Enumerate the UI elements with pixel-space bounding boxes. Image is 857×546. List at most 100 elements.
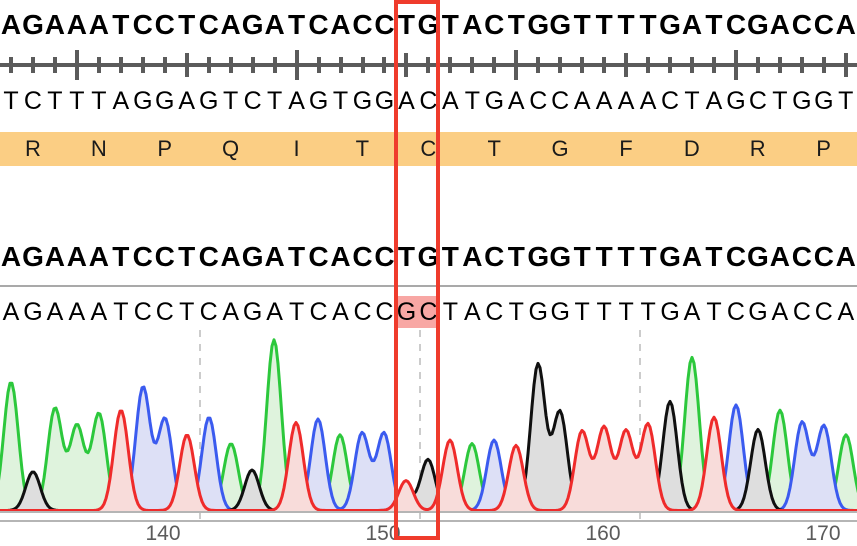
complement-base[interactable]: C [529, 87, 548, 115]
reference-base[interactable]: A [769, 9, 790, 40]
consensus-base[interactable]: A [66, 241, 87, 272]
complement-base[interactable]: T [332, 87, 349, 115]
basecall-base[interactable]: G [748, 298, 768, 326]
consensus-base[interactable]: G [241, 241, 264, 272]
basecall-base[interactable]: A [837, 298, 855, 326]
reference-base[interactable]: T [288, 9, 306, 40]
basecall-base[interactable]: T [618, 298, 634, 326]
consensus-base[interactable]: T [507, 241, 525, 272]
basecall-base[interactable]: T [442, 298, 458, 326]
basecall-base[interactable]: G [242, 298, 263, 326]
basecall-base[interactable]: A [683, 298, 701, 326]
consensus-base[interactable]: T [705, 241, 723, 272]
basecall-base[interactable]: A [332, 298, 349, 326]
consensus-base[interactable]: T [288, 241, 306, 272]
complement-base[interactable]: A [617, 87, 635, 115]
consensus-base[interactable]: C [308, 241, 329, 272]
complement-base[interactable]: T [684, 87, 700, 115]
reference-base[interactable]: C [352, 9, 373, 40]
basecall-base[interactable]: A [90, 298, 108, 326]
basecall-base[interactable]: A [222, 298, 240, 326]
reference-base[interactable]: A [220, 9, 241, 40]
basecall-base[interactable]: A [68, 298, 86, 326]
complement-base[interactable]: G [352, 87, 373, 115]
basecall-base[interactable]: C [792, 298, 811, 326]
complement-base[interactable]: G [484, 87, 505, 115]
consensus-base[interactable]: C [154, 241, 175, 272]
amino-acid-residue[interactable]: F [619, 136, 633, 161]
complement-base[interactable]: A [573, 87, 591, 115]
reference-base[interactable]: A [0, 9, 22, 40]
basecall-base[interactable]: A [46, 298, 64, 326]
consensus-base[interactable]: A [264, 241, 285, 272]
consensus-base[interactable]: C [198, 241, 219, 272]
reference-base[interactable]: A [88, 9, 109, 40]
complement-base[interactable]: G [155, 87, 175, 115]
complement-base[interactable]: G [792, 87, 812, 115]
consensus-base[interactable]: G [659, 241, 681, 272]
amino-acid-residue[interactable]: T [487, 136, 501, 161]
trace-plot[interactable] [0, 330, 857, 522]
basecall-base[interactable]: A [2, 298, 20, 326]
basecall-base[interactable]: T [706, 298, 722, 326]
reference-base[interactable]: C [813, 9, 834, 40]
consensus-base[interactable]: G [549, 241, 572, 272]
reference-base[interactable]: T [112, 9, 130, 40]
reference-base[interactable]: A [835, 9, 856, 40]
consensus-base[interactable]: G [22, 241, 44, 272]
consensus-base[interactable]: C [791, 241, 812, 272]
consensus-base[interactable]: T [397, 241, 415, 272]
basecall-base[interactable]: A [266, 298, 283, 326]
complement-base[interactable]: A [398, 87, 415, 115]
complement-base[interactable]: C [551, 87, 570, 115]
consensus-base[interactable]: T [617, 241, 635, 272]
amino-acid-residue[interactable]: P [157, 136, 173, 161]
reference-base[interactable]: A [330, 9, 351, 40]
complement-base[interactable]: T [464, 87, 480, 115]
reference-base[interactable]: A [462, 9, 483, 40]
consensus-base[interactable]: C [374, 241, 395, 272]
basecall-base[interactable]: C [375, 298, 394, 326]
basecall-base[interactable]: C [417, 296, 440, 328]
complement-base[interactable]: G [308, 87, 329, 115]
consensus-base[interactable]: A [330, 241, 351, 272]
consensus-base[interactable]: C [725, 241, 747, 272]
consensus-base[interactable]: C [132, 241, 153, 272]
complement-base[interactable]: A [178, 87, 196, 115]
complement-base[interactable]: G [726, 87, 746, 115]
basecall-base[interactable]: C [726, 298, 745, 326]
complement-base[interactable]: T [266, 87, 283, 115]
consensus-base[interactable]: C [813, 241, 834, 272]
reference-base[interactable]: G [527, 9, 550, 40]
reference-base[interactable]: T [617, 9, 635, 40]
consensus-base[interactable]: A [462, 241, 483, 272]
complement-base[interactable]: A [442, 87, 459, 115]
basecall-base[interactable]: C [353, 298, 372, 326]
basecall-base[interactable]: G [395, 296, 418, 328]
consensus-base[interactable]: A [0, 241, 22, 272]
amino-acid-residue[interactable]: G [551, 136, 569, 161]
reference-base[interactable]: T [507, 9, 525, 40]
basecall-base[interactable]: A [463, 298, 481, 326]
reference-base[interactable]: G [417, 9, 440, 40]
reference-base[interactable]: C [374, 9, 395, 40]
reference-base[interactable]: A [66, 9, 87, 40]
consensus-base[interactable]: G [417, 241, 440, 272]
basecall-base[interactable]: G [660, 298, 680, 326]
reference-base[interactable]: T [397, 9, 415, 40]
complement-base[interactable]: A [507, 87, 525, 115]
consensus-base[interactable]: T [178, 241, 196, 272]
reference-base[interactable]: T [639, 9, 657, 40]
basecall-base[interactable]: C [133, 298, 152, 326]
consensus-base[interactable]: A [681, 241, 703, 272]
consensus-base[interactable]: T [573, 241, 591, 272]
reference-base[interactable]: T [573, 9, 591, 40]
complement-base[interactable]: T [838, 87, 854, 115]
complement-base[interactable]: C [661, 87, 680, 115]
consensus-base[interactable]: A [88, 241, 109, 272]
basecall-base[interactable]: T [574, 298, 590, 326]
consensus-base[interactable]: A [835, 241, 856, 272]
complement-base[interactable]: T [772, 87, 788, 115]
